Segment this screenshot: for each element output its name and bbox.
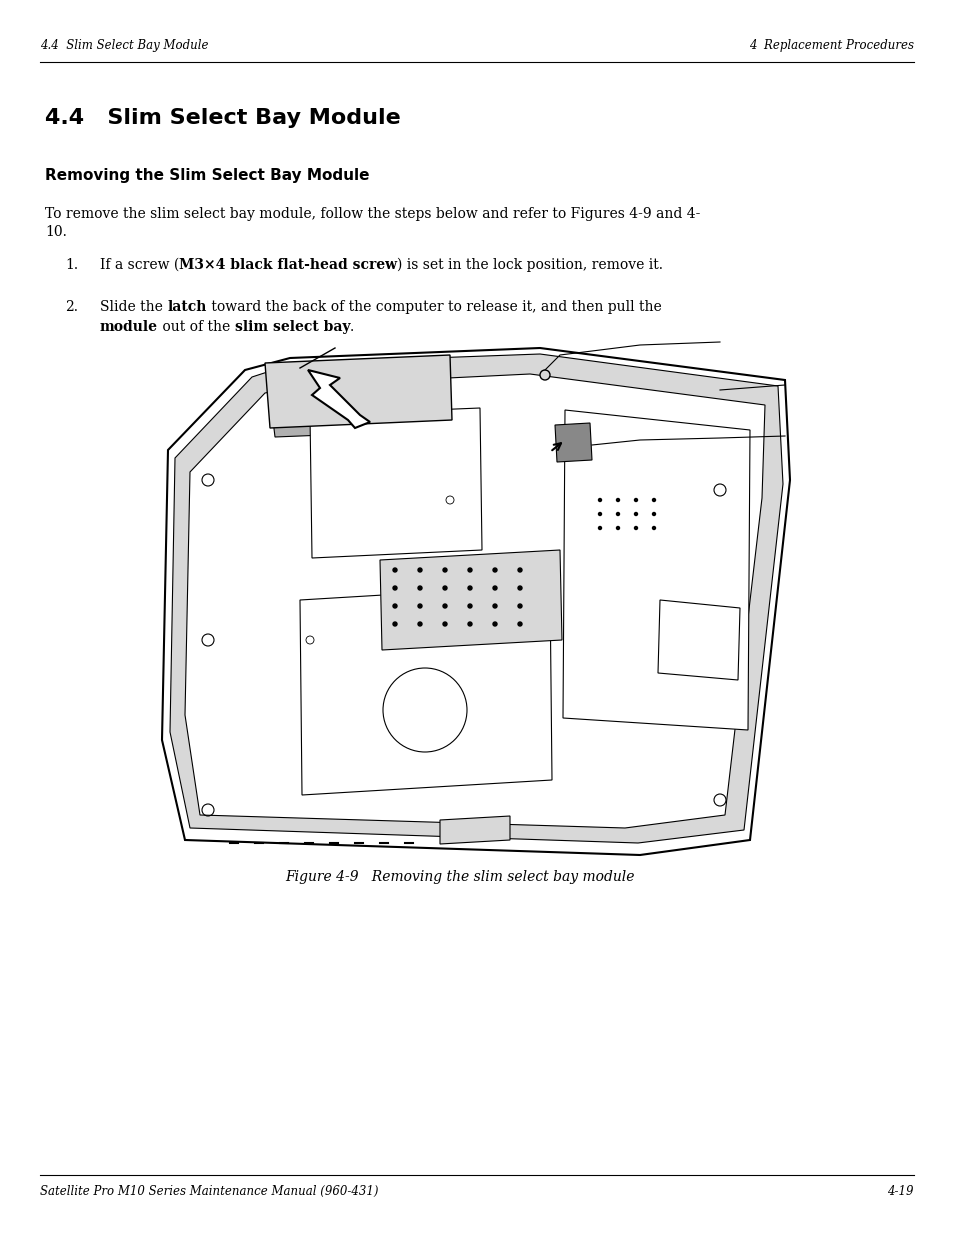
Circle shape xyxy=(652,499,655,501)
Circle shape xyxy=(616,499,618,501)
Circle shape xyxy=(442,585,447,590)
Circle shape xyxy=(468,585,472,590)
Text: ) is set in the lock position, remove it.: ) is set in the lock position, remove it… xyxy=(397,258,662,273)
Circle shape xyxy=(539,370,550,380)
Text: To remove the slim select bay module, follow the steps below and refer to Figure: To remove the slim select bay module, fo… xyxy=(45,207,700,221)
Text: Satellite Pro M10 Series Maintenance Manual (960-431): Satellite Pro M10 Series Maintenance Man… xyxy=(40,1186,378,1198)
Circle shape xyxy=(442,604,447,608)
Polygon shape xyxy=(658,600,740,680)
Circle shape xyxy=(493,585,497,590)
Text: 4.4  Slim Select Bay Module: 4.4 Slim Select Bay Module xyxy=(40,40,209,52)
Circle shape xyxy=(468,568,472,572)
Text: .: . xyxy=(350,320,355,333)
Text: slim select bay: slim select bay xyxy=(234,320,350,333)
Polygon shape xyxy=(562,410,749,730)
Polygon shape xyxy=(439,816,510,844)
Circle shape xyxy=(517,604,521,608)
Text: out of the: out of the xyxy=(158,320,234,333)
Text: M3×4 black flat-head screw: M3×4 black flat-head screw xyxy=(179,258,397,272)
Polygon shape xyxy=(299,585,552,795)
Circle shape xyxy=(417,622,421,626)
Polygon shape xyxy=(308,370,370,429)
Circle shape xyxy=(616,513,618,515)
Circle shape xyxy=(616,526,618,530)
Circle shape xyxy=(417,604,421,608)
Circle shape xyxy=(393,568,396,572)
Circle shape xyxy=(442,622,447,626)
Text: If a screw (: If a screw ( xyxy=(100,258,179,272)
Circle shape xyxy=(517,585,521,590)
Text: 2.: 2. xyxy=(65,300,78,314)
Polygon shape xyxy=(162,348,789,855)
Circle shape xyxy=(468,622,472,626)
Text: Slide the: Slide the xyxy=(100,300,167,314)
Polygon shape xyxy=(185,374,764,827)
Polygon shape xyxy=(270,388,450,437)
Circle shape xyxy=(598,513,601,515)
Text: 10.: 10. xyxy=(45,225,67,240)
Circle shape xyxy=(517,622,521,626)
Polygon shape xyxy=(379,550,561,650)
FancyArrowPatch shape xyxy=(552,443,560,451)
Text: 1.: 1. xyxy=(65,258,78,272)
Text: 4-19: 4-19 xyxy=(886,1186,913,1198)
Text: Removing the Slim Select Bay Module: Removing the Slim Select Bay Module xyxy=(45,168,369,183)
Circle shape xyxy=(598,499,601,501)
Circle shape xyxy=(634,526,637,530)
Circle shape xyxy=(468,604,472,608)
Circle shape xyxy=(393,604,396,608)
Circle shape xyxy=(417,568,421,572)
Circle shape xyxy=(493,604,497,608)
Circle shape xyxy=(652,513,655,515)
Circle shape xyxy=(634,513,637,515)
Text: toward the back of the computer to release it, and then pull the: toward the back of the computer to relea… xyxy=(207,300,660,314)
Circle shape xyxy=(393,622,396,626)
Circle shape xyxy=(652,526,655,530)
Circle shape xyxy=(393,585,396,590)
Text: 4  Replacement Procedures: 4 Replacement Procedures xyxy=(748,40,913,52)
Text: 4.4   Slim Select Bay Module: 4.4 Slim Select Bay Module xyxy=(45,107,400,128)
Circle shape xyxy=(634,499,637,501)
Circle shape xyxy=(417,585,421,590)
Text: Figure 4-9   Removing the slim select bay module: Figure 4-9 Removing the slim select bay … xyxy=(285,869,634,884)
Circle shape xyxy=(493,622,497,626)
Circle shape xyxy=(493,568,497,572)
Text: latch: latch xyxy=(167,300,207,314)
Polygon shape xyxy=(555,424,592,462)
Polygon shape xyxy=(310,408,481,558)
Text: module: module xyxy=(100,320,158,333)
Polygon shape xyxy=(265,354,452,429)
Circle shape xyxy=(598,526,601,530)
Circle shape xyxy=(442,568,447,572)
Circle shape xyxy=(517,568,521,572)
Polygon shape xyxy=(170,354,782,844)
